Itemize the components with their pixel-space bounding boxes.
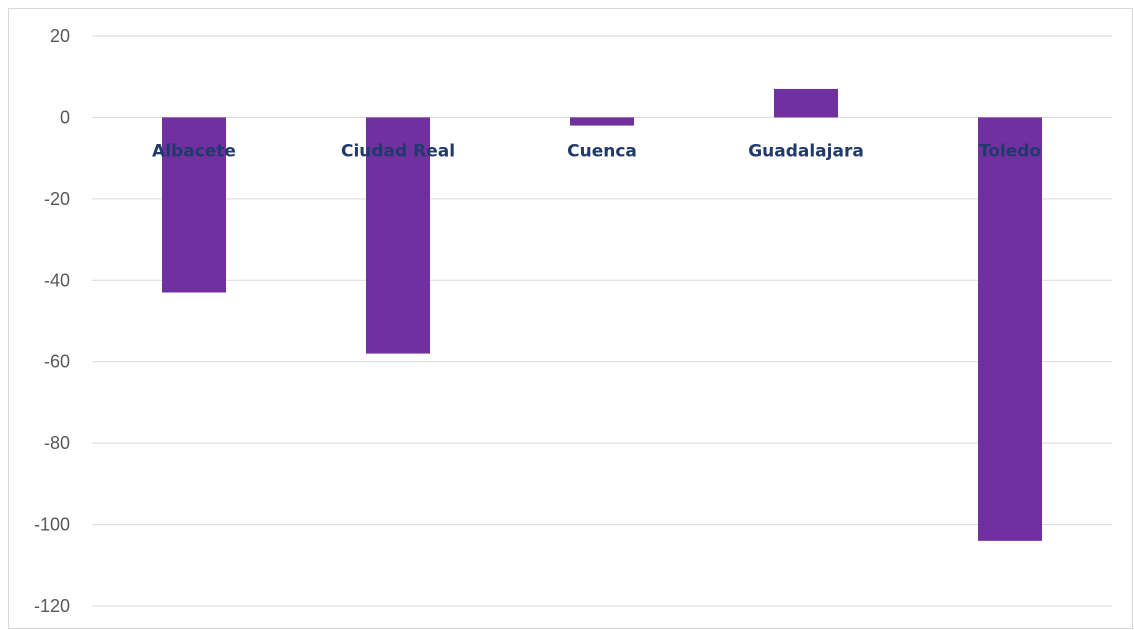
category-label: Albacete: [152, 141, 236, 161]
category-label: Cuenca: [567, 141, 637, 161]
category-labels: Albacete Ciudad Real Cuenca Guadalajara Tole…: [152, 141, 1041, 161]
y-tick-label: -60: [44, 352, 70, 372]
y-axis-tick-labels: 20 0 -20 -40 -60 -80 -100 -120: [34, 26, 70, 616]
y-tick-label: 0: [60, 107, 70, 127]
bar-albacete: [162, 117, 226, 293]
y-tick-label: -120: [34, 596, 70, 616]
bar-cuenca: [570, 117, 634, 126]
gridlines: [92, 35, 1112, 607]
y-tick-label: -40: [44, 270, 70, 290]
category-label: Guadalajara: [748, 141, 864, 161]
bars: [162, 88, 1042, 541]
bar-guadalajara: [774, 88, 838, 118]
y-tick-label: 20: [50, 26, 70, 46]
bar-ciudad-real: [366, 117, 430, 354]
y-tick-label: -100: [34, 515, 70, 535]
category-label: Toledo: [979, 141, 1041, 161]
bar-toledo: [978, 117, 1042, 541]
y-tick-label: -80: [44, 433, 70, 453]
y-tick-label: -20: [44, 189, 70, 209]
chart-frame: [8, 8, 1133, 629]
category-label: Ciudad Real: [341, 141, 455, 161]
